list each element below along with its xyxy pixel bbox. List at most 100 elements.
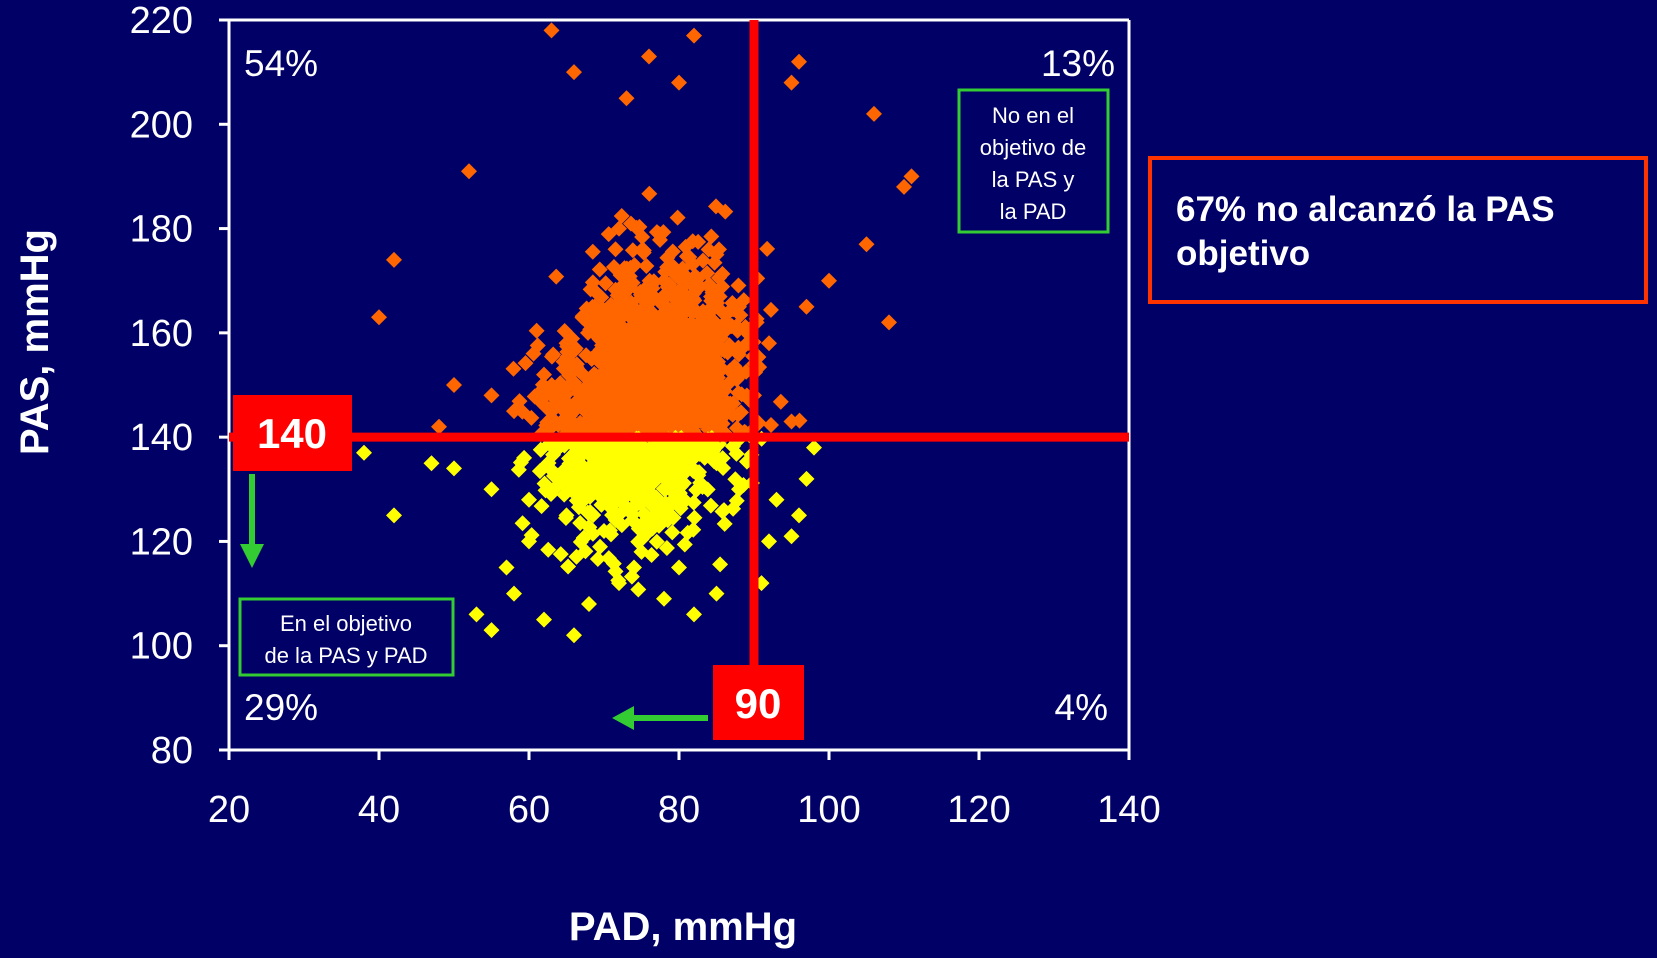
- data-point: [896, 178, 912, 195]
- data-point: [506, 585, 522, 602]
- data-point: [656, 391, 673, 408]
- data-point: [621, 268, 638, 285]
- data-point: [689, 270, 706, 287]
- data-point: [540, 541, 557, 558]
- data-point: [712, 556, 729, 573]
- data-point: [866, 105, 882, 122]
- not-at-target-line-4: la PAD: [1000, 199, 1067, 224]
- data-point: [521, 491, 537, 508]
- data-point: [538, 399, 555, 416]
- threshold-layer: [229, 20, 1129, 668]
- data-point: [423, 455, 440, 472]
- data-point: [597, 304, 614, 321]
- data-point: [732, 307, 749, 324]
- data-point: [694, 252, 711, 269]
- data-point: [624, 242, 641, 259]
- data-point: [483, 387, 500, 404]
- at-target-line-2: de la PAS y PAD: [264, 643, 427, 668]
- down-arrow: [240, 474, 264, 568]
- x-tick-label: 140: [1097, 789, 1160, 831]
- data-point: [371, 309, 387, 326]
- data-point: [791, 412, 808, 429]
- y-tick-label: 80: [151, 730, 193, 772]
- data-point: [565, 478, 582, 495]
- data-point: [651, 372, 668, 389]
- data-point: [523, 527, 540, 544]
- data-point: [356, 444, 372, 461]
- data-point: [528, 322, 545, 339]
- data-point: [670, 457, 687, 474]
- data-point: [601, 522, 618, 539]
- data-point: [663, 492, 680, 509]
- data-point: [386, 507, 402, 524]
- data-point: [557, 510, 574, 527]
- data-point: [641, 48, 657, 65]
- data-point: [706, 254, 723, 271]
- data-point: [806, 439, 822, 456]
- data-point: [691, 323, 708, 340]
- data-point: [571, 463, 588, 480]
- data-point: [700, 241, 717, 258]
- data-point: [560, 558, 577, 575]
- data-point: [514, 515, 531, 532]
- data-point: [630, 489, 647, 506]
- data-point: [703, 228, 720, 245]
- data-point: [543, 377, 560, 394]
- y-tick-label: 100: [130, 626, 193, 668]
- data-point: [584, 525, 601, 542]
- data-point: [668, 311, 685, 328]
- data-point: [644, 416, 661, 433]
- y-tick-label: 220: [130, 0, 193, 42]
- quadrant-top-left-label: 54%: [244, 43, 318, 84]
- data-point: [597, 275, 614, 292]
- data-point: [585, 466, 602, 483]
- data-point: [638, 257, 655, 274]
- data-point: [686, 441, 703, 458]
- data-point: [658, 539, 675, 556]
- data-point: [638, 525, 655, 542]
- sbp-threshold-label: 140: [257, 410, 327, 457]
- data-point: [881, 314, 897, 331]
- at-target-box: En el objetivo de la PAS y PAD: [238, 597, 455, 677]
- data-point: [461, 163, 477, 180]
- data-point: [618, 90, 635, 107]
- data-point: [624, 381, 641, 398]
- data-point: [759, 240, 776, 257]
- data-point: [622, 308, 639, 325]
- data-point: [431, 418, 447, 435]
- data-point: [543, 22, 560, 39]
- data-point: [664, 329, 681, 346]
- not-at-target-box: No en el objetivo de la PAS y la PAD: [957, 88, 1110, 234]
- data-point: [619, 486, 636, 503]
- data-point: [636, 505, 653, 522]
- data-point: [589, 551, 606, 568]
- dbp-threshold-label: 90: [735, 680, 782, 727]
- data-point: [483, 622, 500, 639]
- data-point: [663, 258, 680, 275]
- data-point: [716, 515, 733, 532]
- data-point: [545, 346, 562, 363]
- data-point: [531, 463, 548, 480]
- data-point: [703, 381, 720, 398]
- data-point: [555, 465, 572, 482]
- data-point: [623, 294, 640, 311]
- data-point: [724, 438, 741, 455]
- data-point: [647, 336, 664, 353]
- x-tick-label: 120: [947, 789, 1010, 831]
- data-point: [821, 272, 837, 289]
- data-point: [686, 27, 702, 44]
- data-point: [630, 581, 647, 598]
- data-point: [710, 353, 727, 370]
- data-point: [783, 74, 800, 91]
- y-tick-label: 140: [130, 417, 193, 459]
- data-point: [761, 533, 777, 550]
- y-tick-label: 160: [130, 313, 193, 355]
- data-point: [650, 459, 667, 476]
- data-point: [600, 226, 617, 243]
- data-point: [710, 407, 727, 424]
- data-point: [644, 280, 661, 297]
- data-point: [665, 509, 682, 526]
- x-tick-label: 40: [358, 789, 400, 831]
- data-point: [713, 324, 730, 341]
- x-axis-title: PAD, mmHg: [569, 905, 797, 949]
